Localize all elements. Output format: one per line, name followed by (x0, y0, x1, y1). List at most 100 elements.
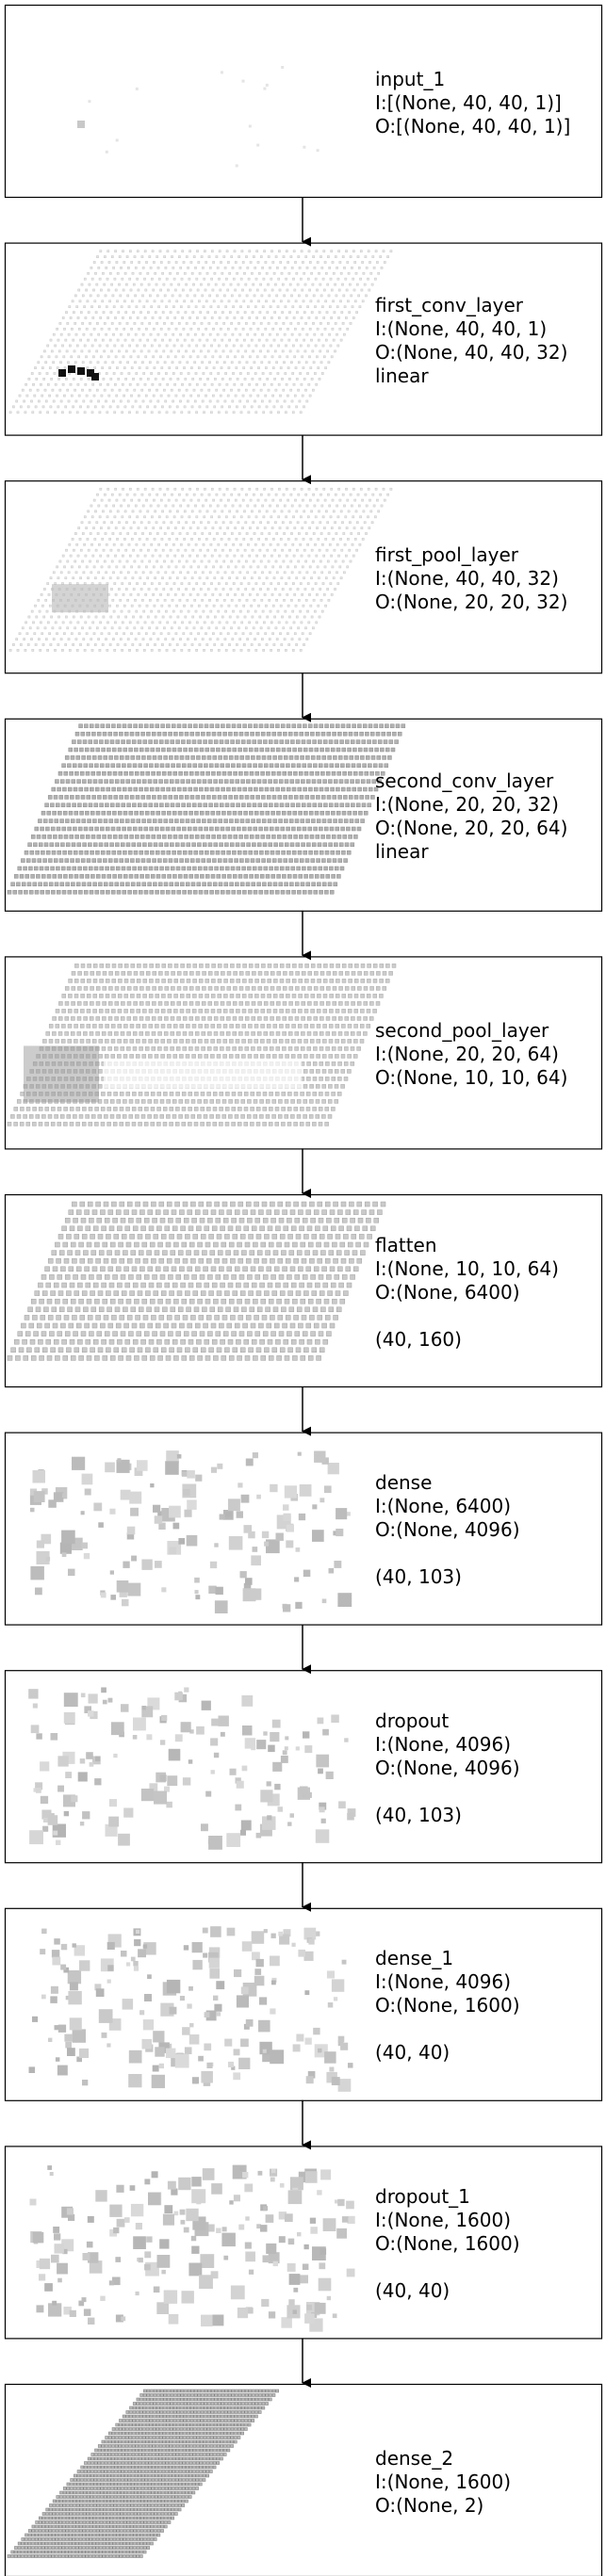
grid-cell (94, 510, 97, 513)
grid-cell (270, 1031, 274, 1036)
grid-cell (315, 250, 319, 253)
grid-cell (73, 826, 77, 832)
grid-cell (186, 361, 189, 365)
grid-cell (231, 826, 236, 832)
grid-cell (181, 554, 184, 558)
grid-cell (222, 322, 226, 325)
grid-cell (166, 786, 171, 792)
grid-cell (394, 739, 399, 744)
grid-cell (270, 554, 273, 558)
grid-cell (167, 810, 172, 816)
grid-cell (281, 615, 284, 619)
grid-cell (151, 621, 155, 624)
grid-cell (238, 332, 242, 336)
grid-cell (112, 267, 115, 269)
grid-cell (336, 267, 338, 269)
grid-cell (158, 779, 163, 784)
grid-cell (108, 576, 112, 580)
grid-cell (323, 826, 329, 832)
grid-cell (271, 498, 275, 502)
grid-cell (88, 802, 93, 808)
grid-cell (277, 344, 280, 348)
grid-cell (154, 405, 156, 409)
grid-cell (233, 621, 237, 624)
grid-cell (216, 874, 221, 879)
grid-cell (101, 576, 105, 580)
grid-cell (138, 1107, 143, 1111)
grid-cell (50, 615, 53, 619)
grid-cell (392, 731, 397, 737)
grid-cell (327, 361, 331, 365)
grid-cell (147, 521, 151, 525)
grid-cell (388, 739, 394, 744)
grid-cell (331, 874, 336, 879)
grid-cell (211, 593, 215, 596)
grid-cell (160, 889, 165, 895)
grid-cell (367, 979, 371, 983)
grid-cell (359, 250, 363, 253)
grid-cell (287, 576, 291, 580)
grid-cell (281, 1107, 286, 1111)
grid-cell (188, 316, 191, 319)
grid-cell (344, 1001, 350, 1006)
grid-cell (225, 826, 231, 832)
grid-cell (254, 747, 259, 753)
grid-cell (262, 779, 268, 784)
grid-cell (314, 609, 317, 613)
grid-cell (291, 850, 297, 855)
grid-cell (240, 1114, 245, 1119)
grid-cell (338, 1001, 343, 1006)
grid-cell (61, 382, 65, 386)
grid-cell (197, 261, 201, 264)
grid-cell (212, 538, 216, 541)
grid-cell (324, 889, 329, 895)
grid-cell (265, 810, 270, 816)
grid-cell (45, 889, 50, 895)
grid-cell (234, 327, 237, 331)
grid-cell (136, 649, 139, 652)
grid-cell (138, 394, 140, 397)
grid-cell (199, 615, 202, 619)
grid-cell (328, 332, 331, 336)
grid-cell (243, 747, 248, 753)
grid-cell (298, 979, 303, 983)
grid-cell (131, 405, 135, 409)
grid-cell (250, 1122, 254, 1126)
grid-cell (324, 1077, 330, 1081)
grid-cell (145, 565, 148, 569)
grid-cell (74, 747, 78, 753)
grid-cell (113, 1046, 119, 1051)
grid-cell (309, 1201, 315, 1207)
grid-cell (285, 316, 288, 319)
grid-cell (38, 882, 42, 887)
grid-cell (172, 609, 175, 613)
grid-cell (287, 1092, 292, 1096)
grid-cell (228, 405, 231, 409)
grid-cell (296, 283, 300, 286)
grid-cell (241, 394, 245, 397)
grid-cell (227, 498, 230, 502)
grid-cell (272, 1009, 278, 1013)
grid-cell (344, 986, 350, 991)
grid-cell (114, 527, 118, 529)
layer-box-dense_1 (4, 1907, 603, 2101)
grid-cell (260, 979, 266, 983)
grid-cell (223, 779, 229, 784)
grid-cell (305, 1092, 311, 1096)
grid-cell (57, 1122, 62, 1126)
grid-cell (359, 1039, 365, 1044)
grid-cell (248, 316, 252, 319)
grid-cell (25, 1122, 31, 1126)
grid-cell (293, 770, 298, 776)
grid-cell (186, 739, 191, 744)
grid-cell (140, 795, 146, 800)
grid-cell (96, 532, 100, 535)
grid-cell (90, 770, 96, 776)
grid-cell (254, 1039, 259, 1044)
grid-cell (372, 739, 377, 744)
grid-cell (237, 361, 241, 365)
grid-cell (131, 1107, 137, 1111)
grid-cell (264, 971, 269, 976)
grid-cell (342, 770, 347, 776)
